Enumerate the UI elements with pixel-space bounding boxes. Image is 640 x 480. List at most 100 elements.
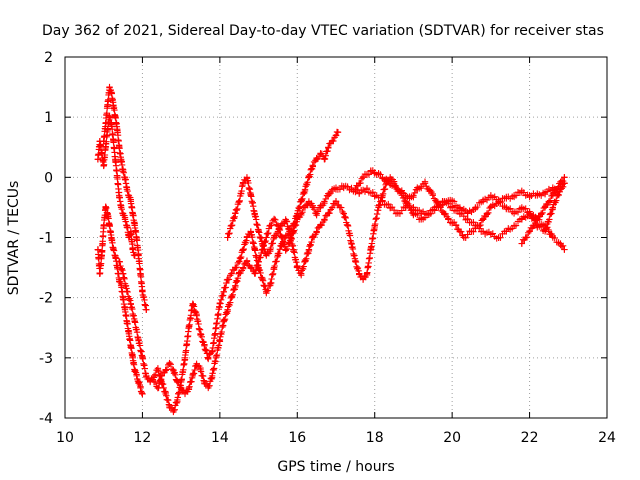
point-trace-6-13 [274,228,282,235]
point-trace-2-21 [135,378,142,386]
point-trace-5-37 [294,216,301,223]
point-trace-5-50 [356,189,363,196]
point-trace-5-4 [166,360,173,368]
point-trace-4-39 [266,282,274,289]
point-trace-4-52 [317,150,324,157]
y-tick-label-1: 1 [44,110,53,126]
point-trace-1-16 [125,234,133,241]
point-trace-2-19 [131,366,138,374]
point-trace-5-38 [297,210,305,217]
point-trace-1-9 [112,156,119,163]
point-trace-4-3 [127,300,135,307]
point-trace-7-24 [445,216,452,223]
point-trace-7-29 [464,231,471,238]
point-trace-4-31 [236,258,243,265]
point-trace-3-18 [135,252,142,259]
point-trace-6-50 [425,210,433,217]
point-trace-3-21 [143,306,150,313]
point-trace-1-13 [119,210,127,217]
point-trace-1-0 [94,156,102,163]
point-trace-5-1 [154,384,162,392]
plot-frame [64,56,608,419]
point-trace-7-12 [398,189,406,196]
point-trace-6-38 [371,222,378,229]
x-tick-label-3: 16 [288,430,306,446]
point-trace-7-21 [433,198,440,205]
point-trace-3-8 [116,144,123,151]
point-trace-2-6 [106,222,113,229]
point-trace-7-20 [429,192,436,199]
point-trace-6-21 [305,246,313,253]
point-trace-6-34 [356,270,363,277]
point-trace-4-54 [325,144,332,151]
point-trace-6-36 [363,270,371,277]
point-trace-5-15 [208,372,216,380]
point-trace-1-3 [100,162,107,169]
point-trace-5-5 [170,366,177,374]
point-trace-6-59 [495,234,502,241]
point-trace-7-22 [437,204,444,211]
point-trace-5-13 [201,378,208,386]
point-trace-5-7 [177,384,185,392]
point-trace-4-49 [305,174,313,181]
point-trace-5-24 [243,258,251,265]
point-trace-6-53 [448,204,456,211]
point-trace-8-4 [534,216,541,223]
point-trace-6-5 [243,174,251,181]
series-trace-7 [352,167,568,241]
point-trace-2-15 [123,318,131,325]
point-trace-3-16 [131,222,138,229]
point-trace-7-34 [483,210,491,217]
point-trace-6-52 [441,198,448,205]
point-trace-6-28 [332,198,340,205]
point-trace-3-19 [137,270,144,277]
point-trace-7-27 [456,228,464,235]
y-tick-label-0: 2 [44,50,53,66]
series-trace-1 [94,112,138,259]
point-trace-7-5 [371,169,378,176]
point-trace-4-48 [301,186,309,193]
point-trace-6-68 [561,246,568,253]
point-trace-7-4 [367,168,375,175]
point-trace-4-9 [150,372,158,380]
y-tick-label-3: -1 [39,231,53,247]
point-trace-5-26 [251,270,258,277]
point-trace-5-3 [162,366,169,374]
point-trace-4-0 [116,258,123,265]
point-trace-7-26 [452,222,460,229]
point-trace-5-22 [236,270,243,277]
point-trace-7-25 [448,219,456,226]
point-trace-5-55 [394,210,402,217]
point-trace-1-4 [102,144,109,151]
point-trace-4-12 [162,390,169,398]
point-trace-4-37 [259,276,266,283]
y-tick-label-5: -3 [39,351,53,367]
point-trace-7-37 [503,195,510,202]
point-trace-6-67 [557,240,564,247]
point-trace-8-8 [549,192,556,199]
point-trace-6-61 [510,222,518,229]
point-trace-1-11 [116,192,123,199]
point-trace-6-31 [344,222,351,229]
point-trace-2-18 [129,354,136,362]
point-trace-1-18 [129,246,136,253]
point-trace-3-2 [104,101,111,109]
x-tick-label-6: 22 [521,430,539,446]
point-trace-6-6 [247,192,255,199]
point-trace-8-5 [537,210,545,217]
point-trace-6-16 [286,228,293,235]
point-trace-2-7 [108,234,115,241]
point-trace-2-1 [96,270,104,277]
point-trace-4-14 [170,408,177,416]
point-trace-2-16 [125,330,133,337]
point-trace-5-44 [321,198,328,205]
point-trace-7-32 [476,222,483,229]
chart-title: Day 362 of 2021, Sidereal Day-to-day VTE… [42,23,604,39]
point-trace-4-32 [239,246,247,253]
point-trace-7-36 [495,198,502,205]
point-trace-7-30 [468,228,475,235]
x-tick-label-7: 24 [598,430,616,446]
point-trace-6-0 [224,234,231,241]
point-trace-4-28 [224,276,231,283]
